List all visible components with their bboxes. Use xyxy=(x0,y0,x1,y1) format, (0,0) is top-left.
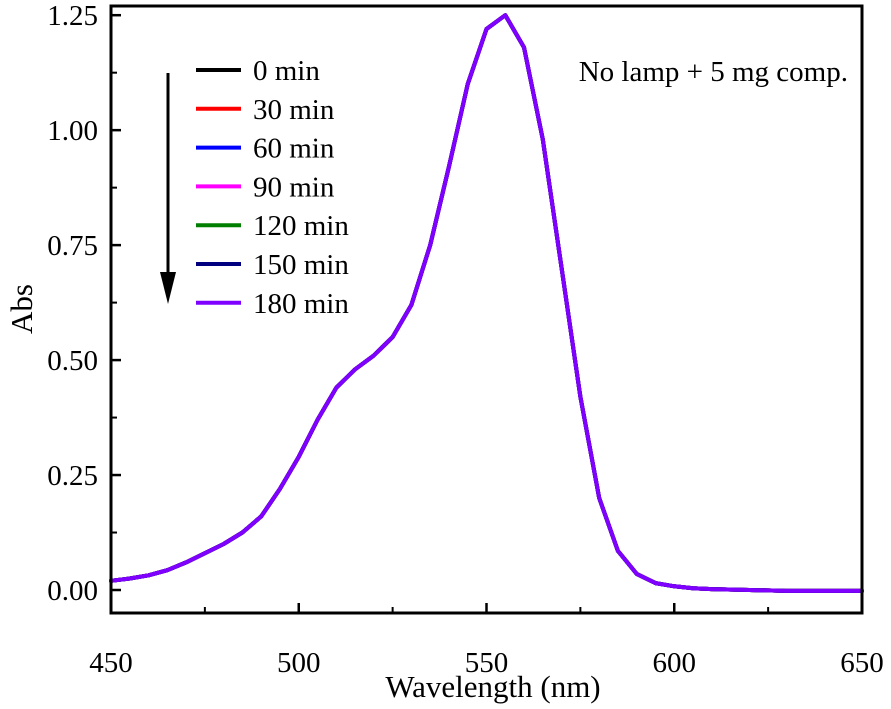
y-axis-title: Abs xyxy=(4,284,39,334)
legend-label: 180 min xyxy=(253,288,349,320)
y-tick-label: 0.00 xyxy=(47,575,98,607)
series-layer xyxy=(109,13,864,593)
y-tick-label: 0.50 xyxy=(47,345,98,377)
arrow-head xyxy=(160,272,176,304)
x-tick-label: 600 xyxy=(653,647,697,679)
legend-label: 30 min xyxy=(253,94,335,126)
tick-layer: 450 500 550 600 650 0.00 0.25 0.50 0.75 1.00 1.25 xyxy=(47,0,884,679)
legend-label: 90 min xyxy=(253,171,335,203)
series-line-6 xyxy=(109,13,864,593)
legend-label: 60 min xyxy=(253,133,335,165)
legend-label: 150 min xyxy=(253,249,349,281)
x-axis-title: Wavelength (nm) xyxy=(385,669,600,704)
x-tick-label: 450 xyxy=(89,647,133,679)
y-tick-label: 1.25 xyxy=(47,0,98,32)
legend-label: 120 min xyxy=(253,210,349,242)
legend-label: 0 min xyxy=(253,55,320,87)
y-tick-label: 1.00 xyxy=(47,115,98,147)
plot-frame xyxy=(109,4,864,615)
x-tick-label: 550 xyxy=(465,647,509,679)
x-tick-label: 650 xyxy=(840,647,884,679)
y-tick-label: 0.25 xyxy=(47,460,98,492)
time-arrow xyxy=(160,73,176,304)
x-tick-label: 500 xyxy=(277,647,321,679)
annotation-label: No lamp + 5 mg comp. xyxy=(579,56,848,88)
legend: 0 min 30 min 60 min 90 min 120 min 150 min 180… xyxy=(196,55,349,320)
y-tick-label: 0.75 xyxy=(47,230,98,262)
